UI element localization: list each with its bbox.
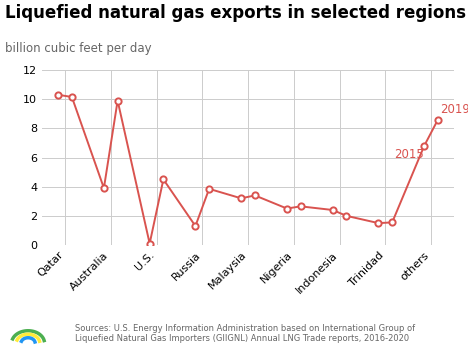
Text: Sources: U.S. Energy Information Administration based on International Group of
: Sources: U.S. Energy Information Adminis… <box>75 324 415 343</box>
Text: 2019: 2019 <box>440 103 468 116</box>
Text: Liquefied natural gas exports in selected regions (2015-2019): Liquefied natural gas exports in selecte… <box>5 4 468 21</box>
Text: 2015: 2015 <box>395 148 424 161</box>
Text: billion cubic feet per day: billion cubic feet per day <box>5 42 151 55</box>
